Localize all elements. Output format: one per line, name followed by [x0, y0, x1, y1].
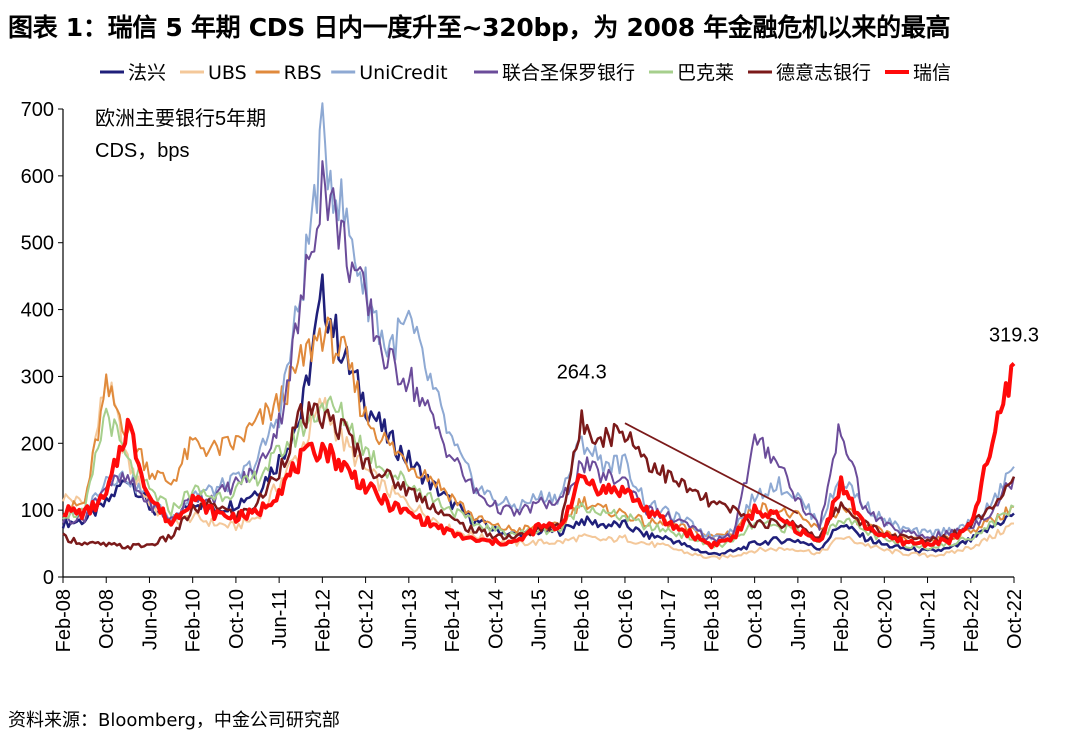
y-tick-label: 200	[21, 433, 54, 455]
x-tick-label: Oct-14	[485, 589, 507, 649]
x-tick-label: Feb-22	[961, 589, 983, 652]
x-tick-label: Oct-18	[745, 589, 767, 649]
annotation-layer: 264.3 319.3	[557, 325, 1039, 384]
y-tick-label: 600	[21, 166, 54, 188]
x-tick-label: Jun-11	[269, 589, 291, 649]
x-tick-label: Feb-12	[312, 589, 334, 652]
annotation-label-2: 319.3	[989, 325, 1039, 347]
series-line-4	[62, 102, 1015, 541]
x-tick-label: Feb-10	[183, 589, 205, 652]
legend-label-5: 联合圣保罗银行	[502, 62, 635, 84]
annotation-label-1: 264.3	[557, 361, 607, 383]
legend-label-6: 巴克莱	[677, 62, 734, 84]
y-axis-label: 欧洲主要银行5年期	[95, 107, 266, 130]
y-axis-label: CDS，bps	[95, 140, 189, 162]
chart-title: 图表 1：瑞信 5 年期 CDS 日内一度升至~320bp，为 2008 年金融…	[8, 13, 951, 42]
y-tick-label: 500	[21, 233, 54, 255]
x-tick-label: Feb-16	[572, 589, 594, 652]
x-tick-label: Oct-20	[874, 589, 896, 649]
y-tick-label: 400	[21, 300, 54, 322]
x-tick-label: Jun-19	[788, 589, 810, 650]
x-tick-label: Oct-10	[226, 589, 248, 649]
legend-label-7: 德意志银行	[776, 62, 871, 84]
x-tick-label: Oct-16	[615, 589, 637, 649]
y-tick-label: 100	[21, 500, 54, 522]
series-line-6	[62, 395, 1015, 551]
x-tick-label: Jun-13	[399, 589, 421, 650]
y-tick-label: 300	[21, 366, 54, 388]
x-tick-label: Jun-17	[658, 589, 680, 650]
straight-overlay-line	[624, 422, 799, 515]
x-tick-label: Feb-08	[53, 589, 75, 652]
series-line-2	[62, 378, 1014, 560]
legend-label-8: 瑞信	[913, 62, 951, 84]
legend: 法兴 UBS RBS UniCredit 联合圣保罗银行 巴克莱 德意志银行 瑞信	[100, 62, 951, 84]
x-tick-label: Jun-21	[918, 589, 940, 650]
legend-label-4: UniCredit	[359, 62, 447, 84]
series-layer	[61, 102, 1016, 560]
x-tick-label: Oct-22	[1004, 589, 1026, 649]
series-line-8	[62, 362, 1016, 550]
x-tick-label: Jun-09	[139, 589, 161, 650]
x-tick-label: Oct-08	[96, 589, 118, 649]
x-tick-label: Jun-15	[529, 589, 551, 650]
y-tick-label: 700	[21, 99, 54, 121]
legend-label-2: UBS	[208, 62, 247, 84]
x-tick-label: Feb-18	[701, 589, 723, 652]
series-line-5	[62, 160, 1015, 543]
source-note: 资料来源：Bloomberg，中金公司研究部	[8, 710, 340, 731]
x-tick-label: Feb-20	[831, 589, 853, 652]
y-tick-label: 0	[43, 567, 54, 589]
legend-label-1: 法兴	[128, 62, 166, 84]
legend-label-3: RBS	[284, 62, 322, 84]
axes: 0 100 200 300 400 500 600 700 Feb-08 Oct-08 Jun-09…	[21, 99, 1026, 652]
x-tick-label: Feb-14	[442, 589, 464, 652]
x-tick-label: Oct-12	[356, 589, 378, 649]
